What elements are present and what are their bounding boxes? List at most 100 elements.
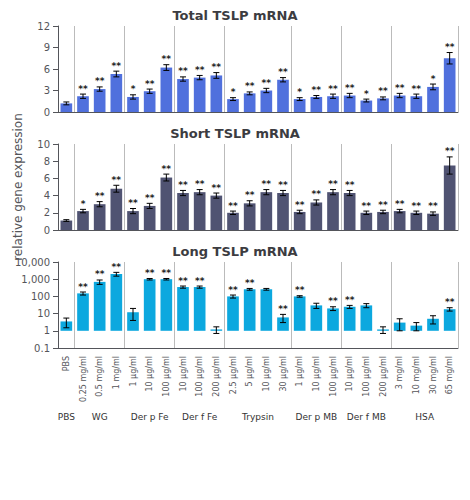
svg-text:1 μg/ml: 1 μg/ml	[295, 356, 304, 387]
svg-text:0.1: 0.1	[34, 343, 50, 354]
svg-text:30 mg/ml: 30 mg/ml	[429, 356, 438, 394]
svg-text:**: **	[295, 200, 305, 210]
svg-text:**: **	[112, 175, 122, 185]
svg-text:*: *	[231, 87, 236, 97]
svg-text:Der p Fe: Der p Fe	[131, 412, 169, 422]
svg-text:**: **	[95, 269, 105, 279]
svg-text:**: **	[412, 84, 422, 94]
svg-text:**: **	[78, 282, 88, 292]
svg-text:**: **	[78, 84, 88, 94]
svg-text:**: **	[145, 193, 155, 203]
svg-text:Short TSLP mRNA: Short TSLP mRNA	[170, 126, 300, 141]
svg-text:**: **	[245, 81, 255, 91]
svg-text:**: **	[95, 191, 105, 201]
svg-text:30 μg/ml: 30 μg/ml	[279, 356, 288, 392]
svg-text:**: **	[178, 276, 188, 286]
svg-text:**: **	[212, 183, 222, 193]
svg-text:**: **	[178, 180, 188, 190]
svg-text:**: **	[345, 83, 355, 93]
svg-text:*: *	[431, 74, 436, 84]
svg-text:**: **	[278, 180, 288, 190]
svg-text:1: 1	[44, 325, 50, 336]
svg-text:100 μg/ml: 100 μg/ml	[162, 356, 171, 397]
svg-text:**: **	[245, 278, 255, 288]
svg-text:**: **	[112, 262, 122, 272]
svg-text:**: **	[262, 78, 272, 88]
svg-text:6: 6	[44, 64, 50, 75]
svg-text:**: **	[395, 83, 405, 93]
svg-text:**: **	[412, 201, 422, 211]
svg-text:3 mg/ml: 3 mg/ml	[395, 356, 404, 389]
svg-text:1 μg/ml: 1 μg/ml	[129, 356, 138, 387]
svg-text:**: **	[145, 268, 155, 278]
svg-text:10: 10	[37, 139, 50, 150]
svg-text:1,000: 1,000	[21, 274, 50, 285]
svg-text:**: **	[445, 297, 455, 307]
svg-text:**: **	[162, 54, 172, 64]
svg-text:Der p MB: Der p MB	[296, 412, 338, 422]
svg-text:*: *	[131, 84, 136, 94]
svg-text:**: **	[362, 201, 372, 211]
svg-text:**: **	[312, 189, 322, 199]
svg-text:**: **	[145, 79, 155, 89]
svg-text:0.5 mg/ml: 0.5 mg/ml	[95, 356, 104, 397]
svg-text:10 μg/ml: 10 μg/ml	[262, 356, 271, 392]
svg-text:**: **	[212, 62, 222, 72]
svg-text:**: **	[395, 199, 405, 209]
svg-text:3: 3	[44, 85, 50, 96]
svg-text:100 μg/ml: 100 μg/ml	[329, 356, 338, 397]
svg-text:12: 12	[37, 21, 50, 32]
svg-text:Total TSLP mRNA: Total TSLP mRNA	[172, 8, 297, 23]
svg-text:**: **	[262, 179, 272, 189]
svg-text:Der f Fe: Der f Fe	[182, 412, 218, 422]
svg-text:**: **	[445, 42, 455, 52]
svg-text:10 μg/ml: 10 μg/ml	[345, 356, 354, 392]
svg-text:**: **	[328, 296, 338, 306]
svg-text:0.25 mg/ml: 0.25 mg/ml	[79, 356, 88, 402]
svg-text:10 mg/ml: 10 mg/ml	[412, 356, 421, 394]
svg-text:**: **	[445, 146, 455, 156]
svg-text:**: **	[312, 85, 322, 95]
svg-text:PBS: PBS	[62, 356, 71, 371]
svg-text:0: 0	[44, 107, 50, 118]
svg-text:**: **	[345, 180, 355, 190]
svg-text:**: **	[378, 200, 388, 210]
svg-text:9: 9	[44, 42, 50, 53]
svg-text:100: 100	[31, 291, 50, 302]
svg-text:6: 6	[44, 173, 50, 184]
svg-text:**: **	[328, 84, 338, 94]
svg-text:**: **	[162, 164, 172, 174]
svg-text:**: **	[228, 285, 238, 295]
svg-text:10: 10	[37, 308, 50, 319]
svg-text:4: 4	[44, 190, 50, 201]
svg-text:**: **	[195, 65, 205, 75]
svg-text:Long TSLP mRNA: Long TSLP mRNA	[172, 244, 297, 259]
svg-text:10 μg/ml: 10 μg/ml	[312, 356, 321, 392]
svg-text:**: **	[428, 201, 438, 211]
svg-text:10 μg/ml: 10 μg/ml	[179, 356, 188, 392]
svg-text:**: **	[195, 179, 205, 189]
svg-text:**: **	[95, 76, 105, 86]
svg-text:**: **	[295, 285, 305, 295]
svg-text:**: **	[228, 201, 238, 211]
svg-text:5 μg/ml: 5 μg/ml	[245, 356, 254, 387]
svg-text:**: **	[245, 190, 255, 200]
svg-text:*: *	[364, 89, 369, 99]
svg-text:**: **	[278, 304, 288, 314]
svg-text:100 μg/ml: 100 μg/ml	[195, 356, 204, 397]
svg-text:**: **	[128, 198, 138, 208]
svg-text:100 μg/ml: 100 μg/ml	[362, 356, 371, 397]
svg-text:10,000: 10,000	[15, 257, 50, 268]
svg-text:WG: WG	[92, 412, 108, 422]
svg-text:1 mg/ml: 1 mg/ml	[112, 356, 121, 389]
svg-text:8: 8	[44, 156, 50, 167]
svg-text:10 μg/ml: 10 μg/ml	[145, 356, 154, 392]
svg-text:Trypsin: Trypsin	[241, 412, 274, 422]
svg-text:0: 0	[44, 225, 50, 236]
svg-text:relative gene expression: relative gene expression	[11, 113, 25, 261]
svg-text:**: **	[195, 276, 205, 286]
svg-text:**: **	[178, 66, 188, 76]
svg-text:200 μg/ml: 200 μg/ml	[379, 356, 388, 397]
svg-text:2.5 μg/ml: 2.5 μg/ml	[229, 356, 238, 394]
svg-text:*: *	[81, 199, 86, 209]
